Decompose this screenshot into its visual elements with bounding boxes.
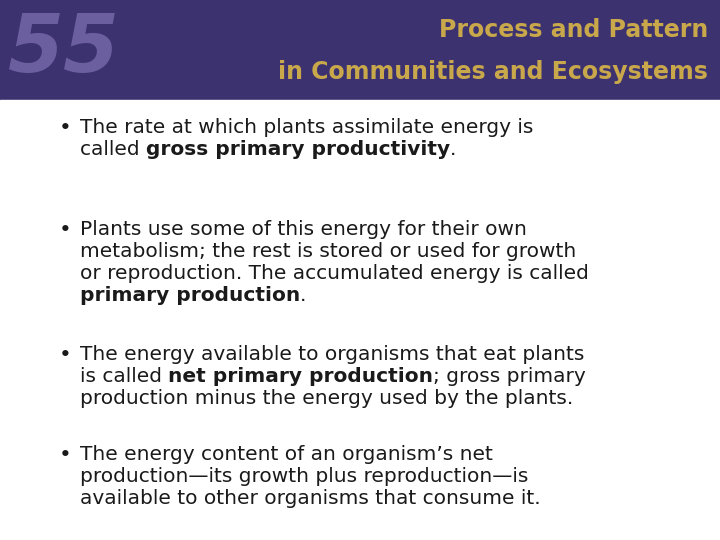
- Text: .: .: [450, 140, 456, 159]
- Text: primary production: primary production: [80, 286, 300, 305]
- Text: The rate at which plants assimilate energy is: The rate at which plants assimilate ener…: [80, 118, 534, 137]
- Text: net primary production: net primary production: [168, 367, 433, 386]
- Text: is called: is called: [80, 367, 168, 386]
- Bar: [0, 0, 720, 100]
- Text: Plants use some of this energy for their own: Plants use some of this energy for their…: [80, 220, 527, 239]
- Text: in Communities and Ecosystems: in Communities and Ecosystems: [278, 60, 708, 84]
- Text: metabolism; the rest is stored or used for growth: metabolism; the rest is stored or used f…: [80, 242, 576, 261]
- Text: •: •: [58, 220, 71, 240]
- Text: •: •: [58, 445, 71, 465]
- Text: available to other organisms that consume it.: available to other organisms that consum…: [80, 489, 541, 508]
- Bar: [0, 100, 720, 540]
- Text: production minus the energy used by the plants.: production minus the energy used by the …: [80, 389, 573, 408]
- Text: gross primary productivity: gross primary productivity: [146, 140, 450, 159]
- Text: The energy content of an organism’s net: The energy content of an organism’s net: [80, 445, 493, 464]
- Text: •: •: [58, 345, 71, 365]
- Text: •: •: [58, 118, 71, 138]
- Text: The energy available to organisms that eat plants: The energy available to organisms that e…: [80, 345, 585, 364]
- Text: Process and Pattern: Process and Pattern: [438, 18, 708, 42]
- Text: called: called: [80, 140, 146, 159]
- Text: production—its growth plus reproduction—is: production—its growth plus reproduction—…: [80, 467, 528, 486]
- Text: or reproduction. The accumulated energy is called: or reproduction. The accumulated energy …: [80, 264, 589, 283]
- Text: 55: 55: [8, 11, 120, 89]
- Text: .: .: [300, 286, 307, 305]
- Text: ; gross primary: ; gross primary: [433, 367, 586, 386]
